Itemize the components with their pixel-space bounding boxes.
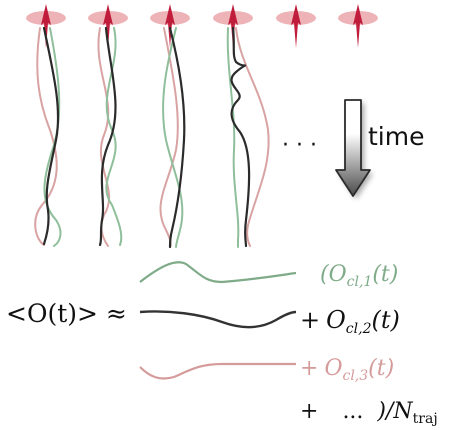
term-3-plus: + (300, 356, 318, 381)
term-4-subscript: traj (413, 411, 438, 427)
trajectory-curve-2 (139, 310, 297, 329)
spin-2 (88, 4, 128, 48)
term-2-symbol: O (326, 306, 346, 334)
trajectory-black (98, 26, 117, 247)
time-label: time (368, 122, 424, 151)
trajectory-bundle-1 (34, 26, 62, 247)
trajectory-green (226, 27, 240, 248)
term-1-subscript: cl,1 (347, 274, 373, 290)
trajectory-green (43, 27, 62, 247)
trajectory-green (162, 27, 184, 248)
spin-1 (26, 4, 66, 48)
term-4-close: )/N (376, 399, 413, 424)
term-4-plus: + (300, 399, 318, 424)
trajectory-black (42, 26, 60, 246)
spin-arrow-icon (165, 4, 175, 48)
term-3-subscript: cl,3 (342, 368, 368, 384)
trajectory-black (230, 26, 251, 248)
term-2-plus: + (300, 306, 320, 334)
term-2-close: (t) (371, 306, 399, 334)
term-normalization: +... )/Ntraj (300, 399, 438, 427)
spin-arrow-icon (103, 4, 113, 48)
spin-4 (213, 4, 253, 48)
trajectory-bundles (34, 26, 270, 249)
spin-5 (276, 4, 316, 48)
ellipsis: · · · (282, 133, 317, 158)
term-4-dots: ... (342, 399, 363, 424)
spin-arrow-icon (291, 4, 301, 48)
expectation-lhs: <O(t)> ≈ (6, 299, 127, 328)
spin-arrow-icon (41, 4, 51, 48)
term-2-subscript: cl,2 (346, 321, 372, 337)
trajectory-bundle-4 (226, 26, 270, 248)
term-3: + Ocl,3(t) (300, 356, 394, 384)
term-1-open: (O (320, 262, 347, 287)
term-2: + Ocl,2(t) (300, 306, 400, 337)
trajectory-bundle-2 (97, 26, 123, 247)
trajectory-black (168, 26, 186, 249)
term-3-close: (t) (368, 356, 394, 381)
trajectory-curve-3 (139, 362, 297, 380)
term-3-symbol: O (324, 356, 342, 381)
spin-6 (338, 4, 378, 48)
term-1: (Ocl,1(t) (320, 262, 398, 290)
spin-3 (150, 4, 190, 48)
trajectory-curve-1 (139, 261, 297, 284)
time-arrow-icon (335, 99, 373, 199)
spin-arrow-icon (228, 4, 238, 48)
trajectory-pink (34, 27, 58, 246)
term-1-close: (t) (372, 262, 398, 287)
spin-arrow-icon (353, 4, 363, 48)
spin-row (26, 4, 378, 48)
trajectory-bundle-3 (159, 26, 186, 249)
trajectory-pink (235, 27, 270, 247)
trajectory-green (105, 27, 123, 246)
